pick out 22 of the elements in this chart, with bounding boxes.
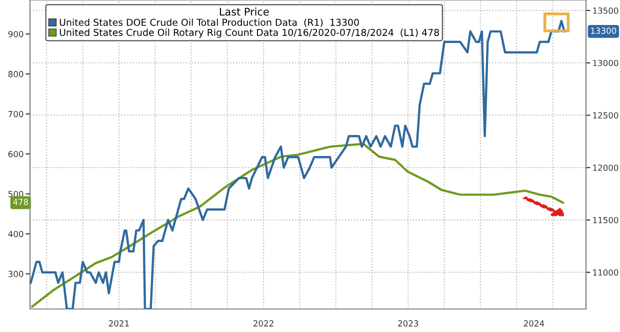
x-tick-label: 2022 [254,320,274,327]
y2-tick-label: 13000 [593,60,618,66]
y-tick-label: 300 [8,270,24,278]
legend-label: United States DOE Crude Oil Total Production Data (R1) 13300 [60,18,359,28]
y-tick-label: 600 [8,150,24,158]
x-tick-label: 2021 [108,320,129,327]
y2-tick-label: 12500 [593,112,618,119]
text: 13300 [591,28,616,34]
line-series [31,142,564,308]
y-tick-label: 900 [8,30,24,38]
y2-tick-label: 12000 [593,164,618,171]
x-tick-label: 2023 [398,320,418,327]
y-tick-label: 800 [8,70,24,78]
y2-tick-label: 13500 [593,7,618,14]
text: 478 [13,198,28,206]
y-tick-label: 400 [8,230,24,238]
y2-tick-label: 11000 [593,269,618,276]
x-tick-label: 2024 [524,320,544,327]
legend-label: United States Crude Oil Rotary Rig Count Data 10/16/2020-07/18/2024 (L1) 478 [60,28,439,38]
y2-tick-label: 11500 [593,216,618,224]
legend-title: Last Price [220,8,269,16]
y-tick-label: 700 [8,110,24,118]
